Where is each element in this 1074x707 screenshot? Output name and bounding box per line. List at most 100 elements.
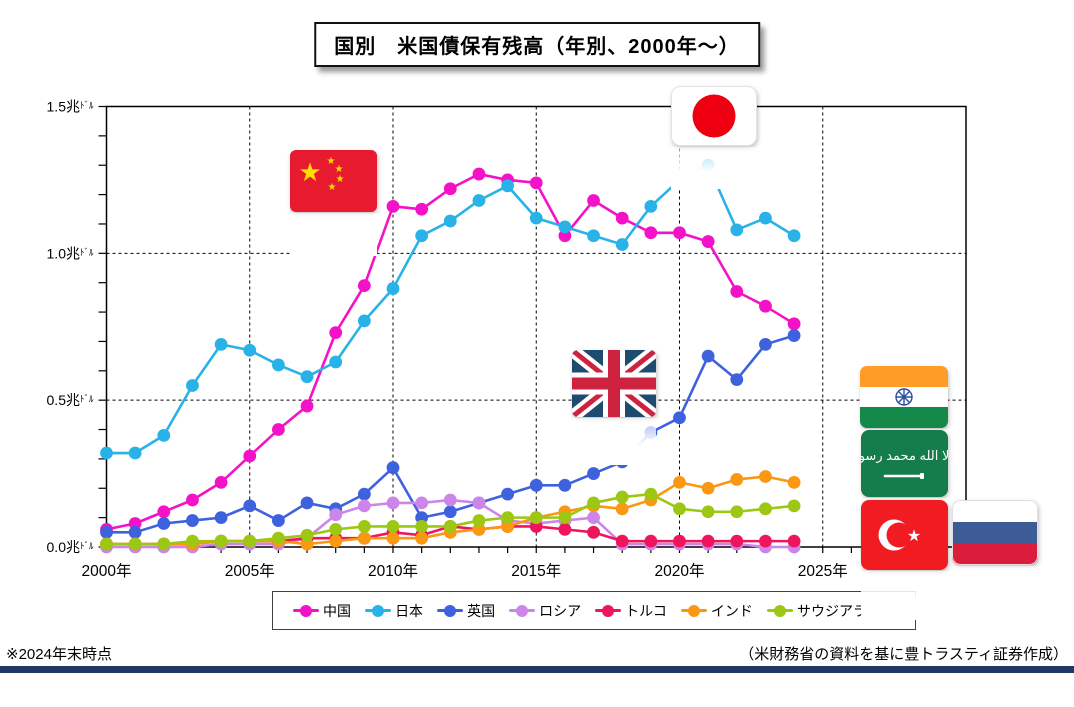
data-point-japan-2004 <box>214 337 228 351</box>
footnote-right: （米財務省の資料を基に豊トラスティ証券作成） <box>739 646 1068 663</box>
data-point-uk-2001 <box>128 525 142 539</box>
legend-item-turkey: トルコ <box>595 601 667 621</box>
data-point-india-2014 <box>501 520 514 533</box>
legend-marker-uk <box>437 604 464 617</box>
data-point-uk-2024 <box>787 329 801 342</box>
data-point-uk-2011 <box>415 511 429 525</box>
data-point-saudi_arabia-2009 <box>357 520 371 533</box>
data-point-turkey-2015 <box>529 520 543 533</box>
data-point-china-2006 <box>272 423 285 436</box>
russia-flag <box>952 500 1038 612</box>
data-point-saudi_arabia-2017 <box>587 496 600 510</box>
data-point-india-2011 <box>415 531 429 545</box>
series-saudi_arabia <box>100 487 801 551</box>
data-point-saudi_arabia-2008 <box>329 522 343 536</box>
data-point-india-2020 <box>673 475 686 489</box>
x-axis-label: 2000年 <box>82 562 132 580</box>
data-point-uk-2000 <box>100 525 113 539</box>
data-point-china-2011 <box>415 202 429 216</box>
data-point-turkey-2018 <box>615 534 629 548</box>
data-point-india-2010 <box>386 531 400 545</box>
data-point-uk-2021 <box>701 349 715 363</box>
data-point-japan-2023 <box>759 211 772 225</box>
turkey-flag <box>861 500 948 620</box>
data-point-china-2019 <box>644 226 658 240</box>
data-point-uk-2009 <box>357 487 371 501</box>
data-point-china-2017 <box>587 194 600 207</box>
data-point-japan-2007 <box>300 370 314 384</box>
data-point-india-2021 <box>701 481 715 495</box>
data-point-china-2023 <box>759 299 772 313</box>
data-point-japan-2017 <box>587 229 600 243</box>
legend-label-uk: 英国 <box>467 602 496 619</box>
data-point-russia-2010 <box>386 496 400 510</box>
data-point-russia-2008 <box>329 508 343 522</box>
legend-marker-china <box>293 604 320 617</box>
data-point-turkey-2019 <box>644 534 658 548</box>
data-point-china-2021 <box>701 235 715 248</box>
saudi-arabia-flag <box>861 430 948 545</box>
data-point-japan-2008 <box>329 355 343 369</box>
data-point-japan-2005 <box>243 343 257 357</box>
data-point-china-2005 <box>243 449 257 463</box>
data-point-uk-2002 <box>157 517 171 530</box>
x-axis-label: 2020年 <box>655 562 705 580</box>
data-point-turkey-2017 <box>587 525 600 539</box>
y-axis-labels: 0.0兆ﾄﾞﾙ 0.5兆ﾄﾞﾙ 1.0兆ﾄﾞﾙ 1.5兆ﾄﾞﾙ <box>47 99 94 556</box>
data-point-russia-2011 <box>415 496 429 510</box>
data-point-japan-2011 <box>415 229 429 243</box>
data-point-china-2015 <box>529 176 543 190</box>
data-point-japan-2016 <box>558 220 572 234</box>
legend-item-china: 中国 <box>293 601 351 621</box>
data-point-saudi_arabia-2006 <box>272 531 285 545</box>
y-axis-label: 1.5兆ﾄﾞﾙ <box>47 99 94 115</box>
data-point-saudi_arabia-2023 <box>759 502 772 516</box>
legend: 中国 日本 英国 ロシア トルコ インド サウジアラビア <box>272 591 916 630</box>
footnote-left: ※2024年末時点 <box>6 646 112 663</box>
data-point-india-2018 <box>615 502 629 516</box>
data-point-uk-2012 <box>443 505 457 519</box>
india-flag <box>860 366 948 473</box>
data-point-saudi_arabia-2010 <box>386 520 400 533</box>
data-point-japan-2024 <box>787 229 801 243</box>
data-point-saudi_arabia-2004 <box>214 534 228 548</box>
data-point-turkey-2016 <box>558 522 572 536</box>
data-point-saudi_arabia-2011 <box>415 520 429 533</box>
data-point-china-2003 <box>186 493 199 507</box>
data-point-saudi_arabia-2002 <box>157 537 171 551</box>
data-point-russia-2013 <box>472 496 486 510</box>
legend-label-india: インド <box>710 602 753 619</box>
china-flag <box>290 150 377 257</box>
data-point-uk-2020 <box>673 411 686 425</box>
data-point-china-2012 <box>443 182 457 196</box>
data-point-japan-2003 <box>186 379 199 392</box>
data-point-saudi_arabia-2007 <box>300 528 314 542</box>
data-point-russia-2009 <box>357 499 371 513</box>
series-japan <box>100 158 801 460</box>
data-point-china-2018 <box>615 211 629 225</box>
data-point-japan-2014 <box>501 179 514 193</box>
data-point-japan-2018 <box>615 238 629 251</box>
data-point-china-2010 <box>386 199 400 213</box>
data-point-india-2009 <box>357 531 371 545</box>
data-point-saudi_arabia-2015 <box>529 511 543 525</box>
data-point-uk-2016 <box>558 478 572 492</box>
data-point-japan-2006 <box>272 358 285 372</box>
y-axis-label: 0.0兆ﾄﾞﾙ <box>47 539 94 555</box>
data-point-uk-2023 <box>759 337 772 351</box>
data-point-japan-2019 <box>644 199 658 213</box>
data-point-china-2013 <box>472 167 486 181</box>
legend-item-uk: 英国 <box>437 601 495 621</box>
legend-item-india: インド <box>680 601 753 621</box>
data-point-japan-2002 <box>157 429 171 442</box>
data-point-china-2020 <box>673 226 686 240</box>
data-point-japan-2001 <box>128 446 142 460</box>
series-uk <box>100 329 801 539</box>
data-point-india-2022 <box>730 473 744 486</box>
data-point-india-2013 <box>472 522 486 536</box>
x-axis-label: 2025年 <box>798 562 848 580</box>
legend-marker-india <box>680 604 707 617</box>
data-point-japan-2009 <box>357 314 371 328</box>
data-point-china-2009 <box>357 279 371 293</box>
